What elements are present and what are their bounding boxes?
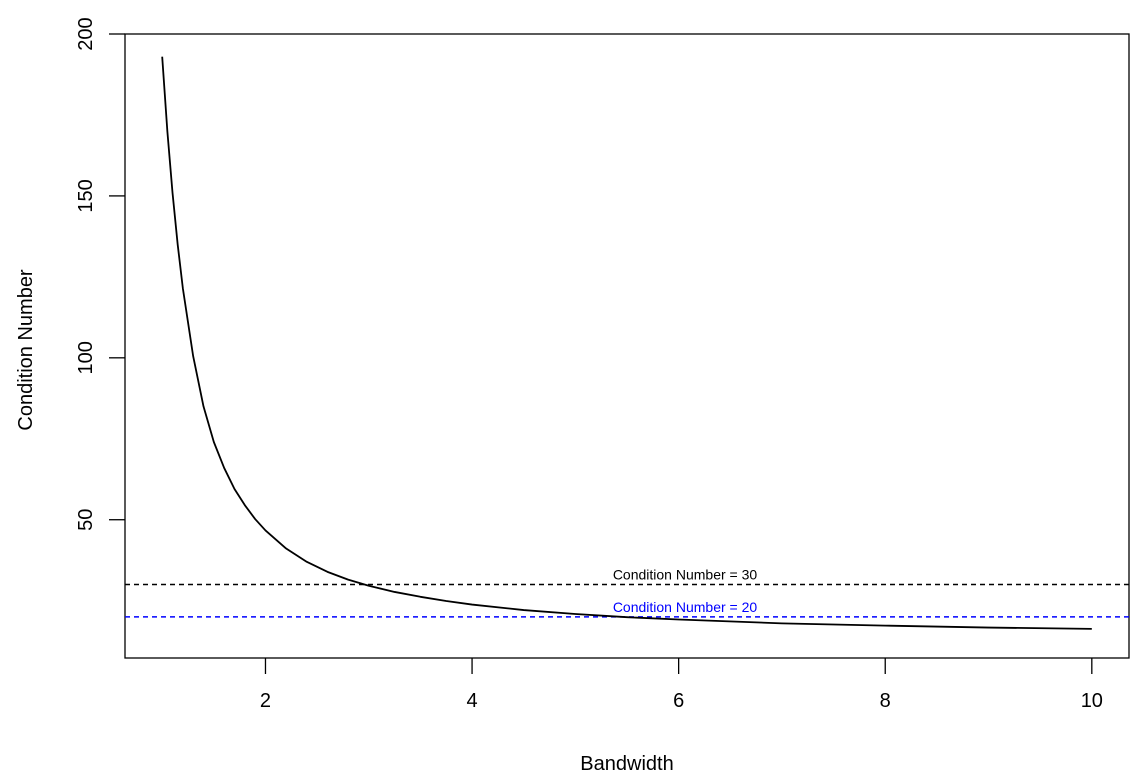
data-series xyxy=(161,56,1092,630)
x-tick-label: 6 xyxy=(673,690,684,712)
series-line xyxy=(161,56,1092,630)
axis-labels: Bandwidth Condition Number xyxy=(15,269,674,775)
y-tick-label: 100 xyxy=(75,341,97,374)
y-axis-title: Condition Number xyxy=(15,269,37,431)
reference-lines: Condition Number = 30 Condition Number = … xyxy=(125,566,1129,618)
y-tick-label: 50 xyxy=(75,509,97,531)
y-tick-label: 200 xyxy=(75,17,97,50)
x-tick-label: 4 xyxy=(466,690,477,712)
x-tick-label: 2 xyxy=(260,690,271,712)
plot-frame xyxy=(124,33,1130,659)
y-tick-label: 150 xyxy=(75,179,97,212)
axes: 2 4 6 8 10 50 100 150 200 xyxy=(75,17,1130,712)
x-axis-title: Bandwidth xyxy=(580,753,673,775)
x-tick-label: 10 xyxy=(1081,690,1103,712)
reference-line-label: Condition Number = 30 xyxy=(613,566,758,582)
reference-line-label: Condition Number = 20 xyxy=(613,599,758,615)
x-tick-label: 8 xyxy=(880,690,891,712)
